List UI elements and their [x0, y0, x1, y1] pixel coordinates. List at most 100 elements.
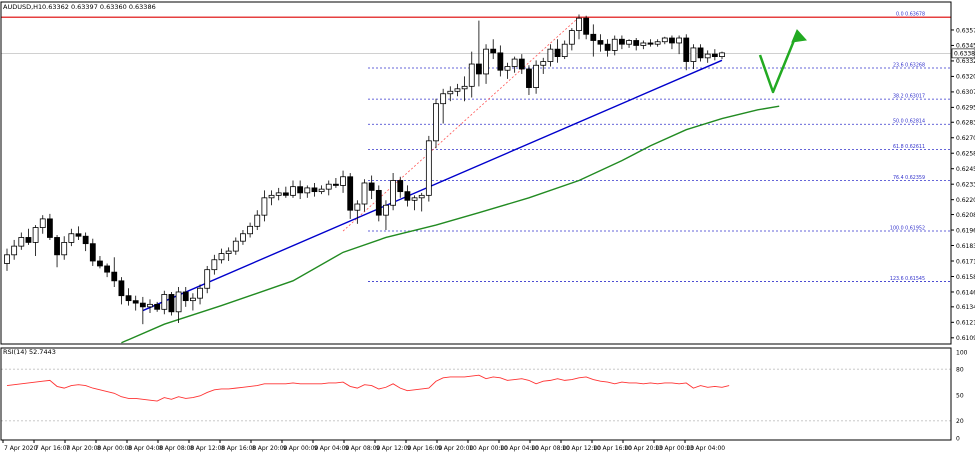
- time-tick-label: 9 Apr 20:00: [438, 445, 473, 452]
- time-tick-label: 13 Apr 00:00: [655, 445, 694, 452]
- time-tick-label: 8 Apr 00:00: [97, 445, 132, 452]
- price-tick-label: 0.61090: [956, 335, 975, 342]
- candle-body: [604, 43, 611, 51]
- candle-body: [211, 259, 218, 271]
- candle-body: [139, 302, 146, 308]
- price-tick-label: 0.61585: [956, 274, 975, 281]
- price-tick-label: 0.63575: [956, 27, 975, 34]
- candle-body: [497, 52, 504, 71]
- price-tick-label: 0.61710: [956, 258, 975, 265]
- current-price-tag: [951, 48, 975, 59]
- fib-level-label: 0.0 0.63678: [896, 12, 925, 18]
- candle-body: [247, 225, 254, 235]
- candle-body: [18, 237, 25, 247]
- candle-body: [597, 40, 604, 45]
- candle-body: [697, 47, 704, 59]
- candle-body: [290, 186, 296, 196]
- candle-body: [161, 294, 168, 310]
- price-tick-label: 0.62330: [956, 181, 975, 188]
- candle-body: [483, 48, 489, 75]
- candle-body: [39, 218, 46, 228]
- price-tick-label: 0.62705: [956, 135, 975, 142]
- candle-body: [175, 291, 182, 313]
- time-tick-label: 8 Apr 12:00: [190, 445, 225, 452]
- price-tick-label: 0.63200: [956, 74, 975, 81]
- fib-level-label: 61.8 0.62611: [893, 144, 925, 150]
- candle-body: [25, 237, 32, 243]
- candle-body: [89, 243, 96, 262]
- candle-body: [254, 214, 261, 227]
- time-tick-label: 9 Apr 16:00: [407, 445, 442, 452]
- candle-body: [47, 218, 53, 238]
- fib-level-label: 123.6 0.61545: [890, 276, 925, 282]
- moving-average-line: [121, 105, 780, 344]
- candle-body: [611, 38, 618, 51]
- current-price-label: 0.63386: [954, 51, 975, 58]
- candle-body: [633, 40, 640, 46]
- fib-level-label: 23.6 0.63268: [893, 62, 925, 68]
- candle-body: [82, 235, 89, 245]
- time-tick-label: 10 Apr 16:00: [593, 445, 632, 452]
- time-tick-label: 8 Apr 08:00: [159, 445, 194, 452]
- price-tick-label: 0.62205: [956, 197, 975, 204]
- time-tick-label: 8 Apr 20:00: [252, 445, 287, 452]
- candle-body: [125, 295, 132, 302]
- rsi-tick-label: 50: [956, 392, 964, 399]
- candle-body: [311, 187, 318, 193]
- candle-body: [540, 61, 547, 66]
- rsi-tick-label: 20: [956, 418, 964, 425]
- candle-body: [511, 58, 518, 67]
- candle-body: [111, 271, 118, 282]
- candle-body: [147, 303, 153, 308]
- candle-body: [526, 68, 532, 88]
- price-tick-label: 0.62085: [956, 212, 975, 219]
- candle-body: [654, 41, 661, 45]
- price-tick-label: 0.61340: [956, 304, 975, 311]
- candle-body: [32, 227, 39, 243]
- price-tick-label: 0.63325: [956, 58, 975, 65]
- price-frame: [0, 1, 952, 345]
- candle-body: [554, 48, 561, 57]
- time-tick-label: 13 Apr 04:00: [686, 445, 725, 452]
- candle-body: [154, 303, 161, 310]
- candle-body: [425, 140, 432, 196]
- candle-body: [325, 183, 332, 190]
- rsi-label: RSI(14) 52.7443: [3, 348, 56, 356]
- candle-body: [518, 58, 525, 70]
- time-tick-label: 9 Apr 08:00: [345, 445, 380, 452]
- time-tick-label: 7 Apr 16:00: [35, 445, 70, 452]
- candle-body: [704, 53, 711, 59]
- candle-body: [354, 203, 361, 211]
- candle-body: [547, 48, 554, 62]
- candle-body: [275, 192, 282, 196]
- candle-body: [504, 66, 511, 71]
- candle-body: [568, 30, 575, 45]
- candle-body: [397, 180, 404, 193]
- bullish-trendline: [142, 59, 723, 312]
- candle-body: [240, 233, 246, 242]
- candle-body: [711, 53, 718, 57]
- fib-level-label: 50.0 0.62814: [893, 119, 925, 125]
- candle-body: [576, 17, 582, 31]
- fib-level-label: 76.4 0.62359: [893, 175, 925, 181]
- candle-body: [640, 42, 647, 46]
- candle-body: [411, 197, 418, 201]
- price-tick-label: 0.61960: [956, 227, 975, 234]
- candle-body: [132, 300, 139, 304]
- fib-level-label: 38.2 0.63017: [893, 94, 925, 100]
- candle-body: [461, 85, 468, 90]
- rsi-indicator-panel: [1, 368, 951, 422]
- fib-level-label: 100.0 0.61952: [890, 226, 925, 232]
- price-tick-label: 0.62830: [956, 120, 975, 127]
- candle-body: [404, 191, 411, 201]
- candle-body: [626, 40, 632, 45]
- price-tick-label: 0.62580: [956, 151, 975, 158]
- candle-body: [669, 37, 675, 44]
- candle-body: [104, 265, 110, 273]
- candle-body: [61, 242, 68, 256]
- time-tick-label: 9 Apr 12:00: [376, 445, 411, 452]
- candle-body: [375, 189, 382, 216]
- time-tick-label: 10 Apr 00:00: [469, 445, 508, 452]
- price-tick-label: 0.63450: [956, 43, 975, 50]
